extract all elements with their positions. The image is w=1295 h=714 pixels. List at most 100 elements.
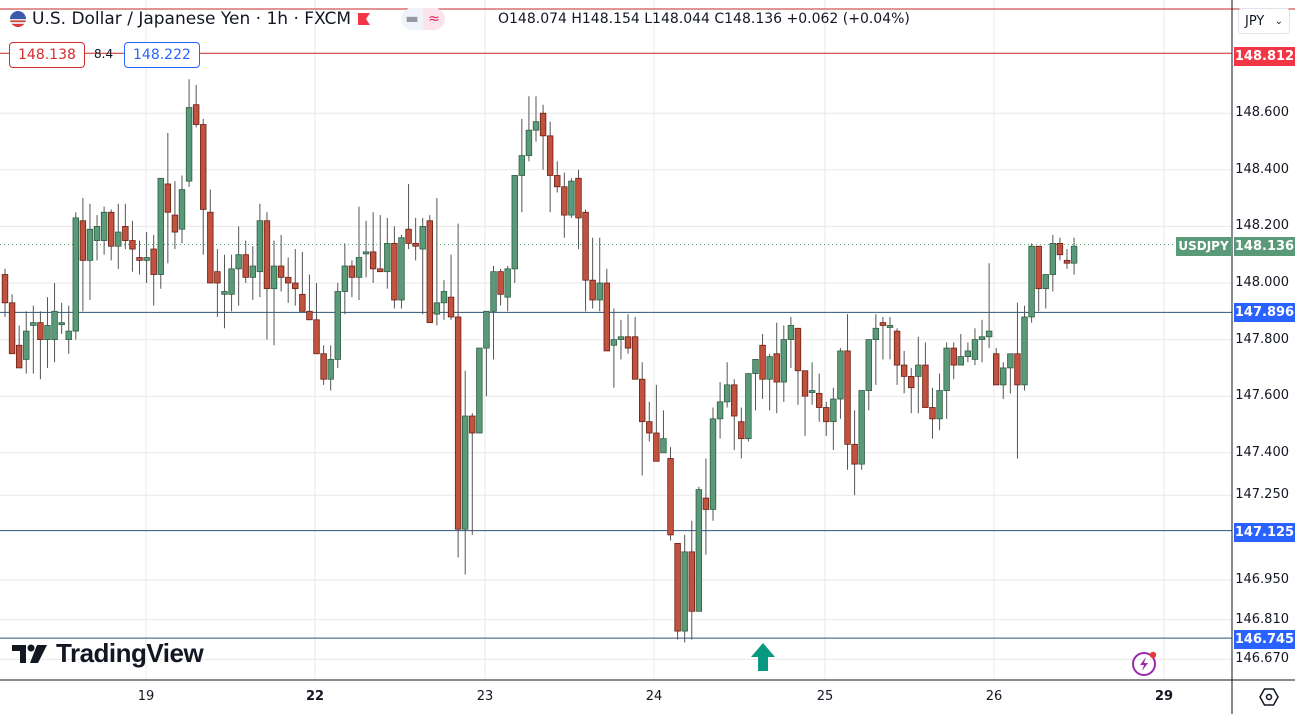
candle [313,283,320,355]
tv-logo-icon [12,644,47,663]
price-tick: 146.950 [1235,572,1289,588]
candle [808,362,816,405]
candle [695,486,703,612]
candle [702,458,710,555]
wave-icon[interactable]: ≈ [423,8,446,30]
candle [844,314,851,470]
candle [369,212,377,283]
candle [469,413,476,535]
candle [65,305,72,354]
candle [44,297,51,368]
lightning-icon[interactable] [1130,648,1160,678]
legend-toggle-pill[interactable]: ▬ ≈ [401,8,446,30]
candle [936,373,943,431]
symbol-title: U.S. Dollar / Japanese Yen · 1h · FXCM [32,9,352,29]
candle [15,325,23,369]
symbol-legend[interactable]: U.S. Dollar / Japanese Yen · 1h · FXCM ▬… [10,8,446,30]
candle [79,198,87,312]
candle [674,542,681,640]
candle [773,322,780,414]
candle [284,257,292,303]
hide-icon[interactable]: ▬ [405,11,419,27]
candle [235,226,242,306]
candle [950,342,957,380]
candle [823,401,830,436]
candle [915,336,922,414]
candle [780,325,787,402]
tradingview-logo[interactable]: TradingView [12,638,204,669]
candle [667,447,674,541]
spread-value: 8.4 [94,47,114,61]
candle [23,311,30,374]
price-level-badge: 147.125 [1234,523,1295,542]
candle [412,217,419,261]
price-level-badge: 147.896 [1234,303,1295,322]
price-tick: 146.670 [1235,651,1289,667]
settings-icon[interactable] [1259,687,1279,707]
candle [30,305,37,374]
candle [731,379,738,450]
candle [207,189,214,284]
candle [978,319,986,363]
price-tick: 148.200 [1235,218,1289,234]
candle [270,240,278,346]
candle [221,254,228,329]
candle [263,212,271,340]
candle [596,237,603,312]
time-tick: 25 [816,689,834,704]
buy-button[interactable]: 148.222 [124,42,200,68]
candle [476,347,483,434]
candle [405,183,412,250]
candle [716,382,724,439]
candle [546,121,554,213]
candle [759,333,766,400]
candle [872,314,880,385]
candle [582,209,589,312]
candle [277,234,285,292]
candle [51,283,58,363]
sell-button[interactable]: 148.138 [9,42,85,68]
candle [178,175,186,244]
logo-text: TradingView [56,638,204,668]
ohlc-values: O148.074 H148.154 L148.044 C148.136 +0.0… [498,11,910,27]
candle [886,316,894,360]
candle [561,172,568,238]
time-tick: 19 [137,689,155,704]
candle [164,133,172,264]
candle [929,387,936,439]
candle [539,104,547,170]
candle [1042,274,1049,309]
candle [8,294,16,355]
candle [242,240,249,283]
candle [362,220,370,278]
price-tick: 148.400 [1235,161,1289,177]
candle [157,177,164,289]
candle [617,319,625,360]
red-flag-icon[interactable] [357,12,371,26]
candle [532,96,540,142]
candle [801,370,809,436]
candle [646,401,653,442]
candle [398,234,405,309]
candle [985,263,993,349]
candle [858,390,865,470]
candle [660,410,667,454]
candle [575,169,582,250]
candle [1063,249,1071,269]
candle [1056,237,1064,261]
candle [568,178,575,218]
price-tick: 147.400 [1235,444,1289,460]
candle [136,240,143,275]
price-tick: 148.600 [1235,105,1289,121]
candle [86,203,94,300]
price-level-badge: 146.745 [1234,630,1295,649]
candle [292,249,299,306]
candle [688,520,695,640]
price-tick: 147.800 [1235,331,1289,347]
candle [1007,353,1014,394]
candle [1028,243,1035,323]
currency-select[interactable]: JPY ⌄ [1238,8,1290,34]
candle [1035,245,1042,312]
candle [766,353,773,411]
